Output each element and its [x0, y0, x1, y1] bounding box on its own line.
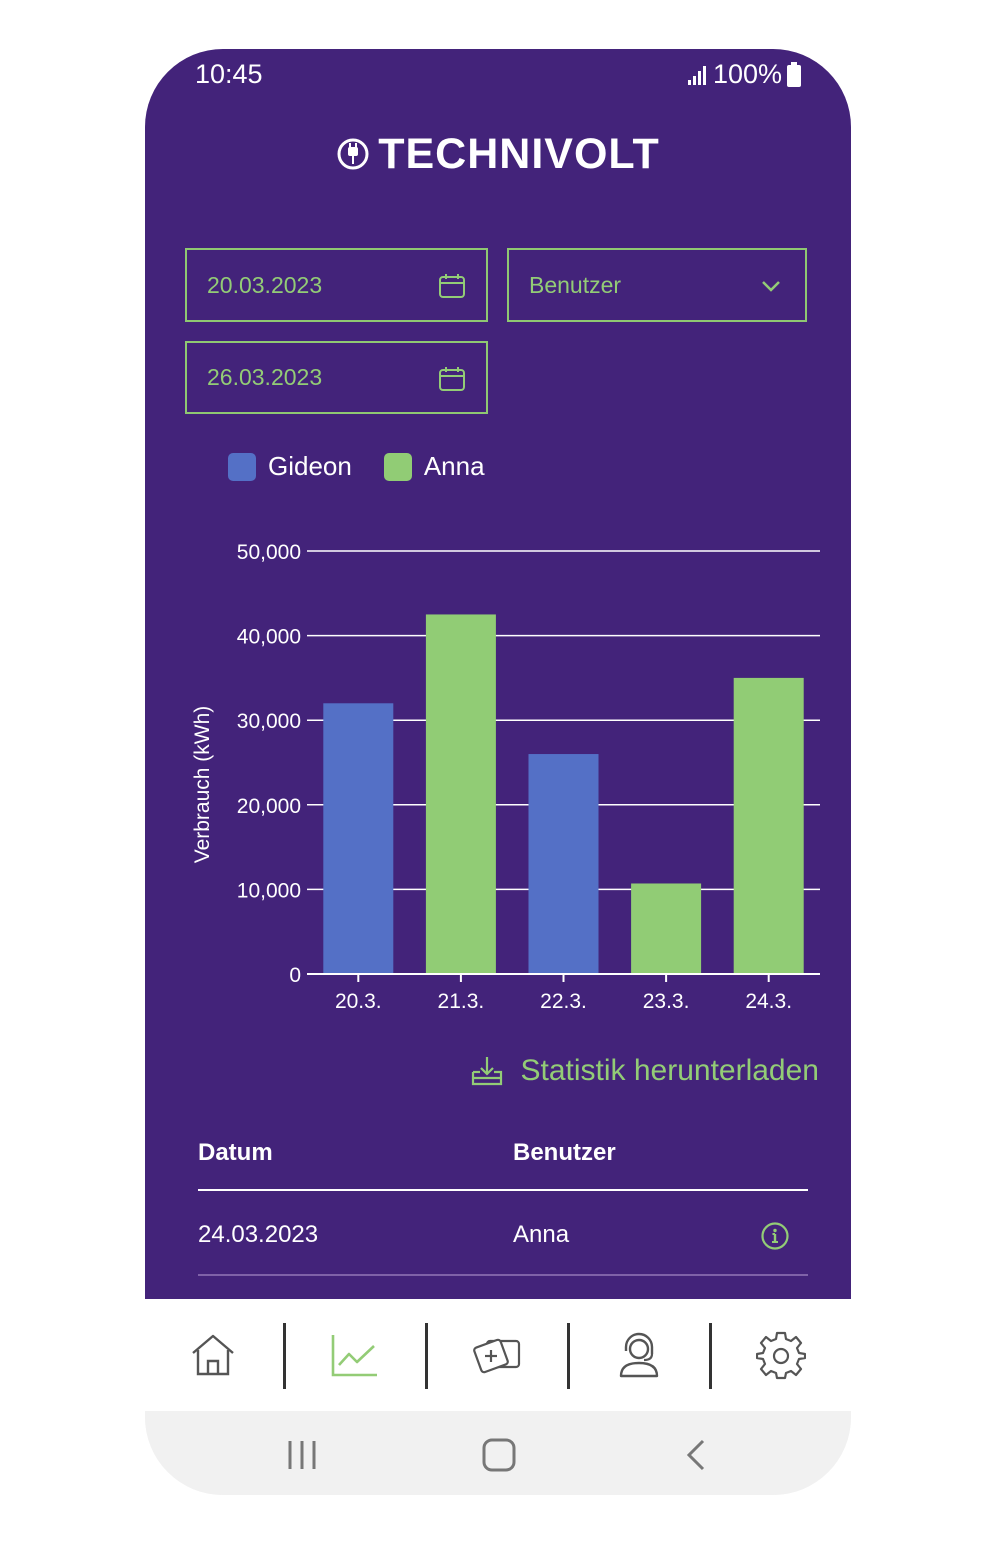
nav-separator	[567, 1323, 570, 1389]
home-button-icon[interactable]	[482, 1438, 516, 1472]
legend-label-gideon: Gideon	[268, 451, 352, 481]
x-tick-label: 23.3.	[643, 990, 690, 1013]
legend-item-anna[interactable]: Anna	[383, 451, 485, 482]
bar-anna[interactable]	[631, 883, 702, 974]
y-tick-label: 20,000	[237, 795, 301, 818]
download-icon	[472, 1057, 503, 1086]
bar-anna[interactable]	[733, 677, 804, 974]
table-cell-user: Anna	[513, 1221, 570, 1248]
bar-gideon[interactable]	[528, 754, 599, 974]
calendar-icon[interactable]	[438, 365, 466, 393]
support-icon	[619, 1332, 659, 1378]
nav-separator	[709, 1323, 712, 1389]
x-tick-label: 21.3.	[438, 990, 485, 1013]
date-to-field[interactable]: 26.03.2023	[185, 341, 488, 414]
y-tick-label: 0	[289, 964, 301, 987]
date-from-field[interactable]: 20.03.2023	[185, 248, 488, 322]
battery-percent: 100%	[712, 59, 782, 89]
status-bar: 10:45 100%	[145, 49, 851, 105]
legend-swatch-gideon	[228, 452, 256, 481]
y-tick-label: 30,000	[237, 710, 301, 733]
y-tick-label: 50,000	[237, 541, 301, 564]
system-navigation-bar	[145, 1411, 851, 1495]
chart-icon	[331, 1335, 377, 1377]
legend-label-anna: Anna	[423, 451, 485, 481]
nav-separator	[425, 1323, 428, 1389]
legend-item-gideon[interactable]: Gideon	[228, 451, 352, 482]
legend-swatch-anna	[383, 452, 412, 481]
nav-settings[interactable]	[751, 1327, 811, 1383]
status-indicators: 100%	[687, 59, 802, 90]
date-to-value: 26.03.2023	[207, 364, 323, 390]
add-card-icon	[473, 1338, 521, 1374]
settings-icon	[756, 1331, 806, 1380]
bottom-navigation	[145, 1299, 851, 1411]
download-statistics-button[interactable]: Statistik herunterladen	[470, 1054, 819, 1088]
status-time: 10:45	[195, 59, 263, 89]
table-cell-date: 24.03.2023	[198, 1221, 319, 1248]
bar-gideon[interactable]	[323, 703, 394, 974]
x-tick-label: 24.3.	[745, 990, 792, 1013]
calendar-icon[interactable]	[438, 272, 466, 300]
date-from-value: 20.03.2023	[207, 271, 323, 298]
y-tick-label: 40,000	[237, 626, 301, 649]
recent-apps-icon[interactable]	[285, 1439, 319, 1471]
table-row-divider	[198, 1274, 808, 1276]
download-label: Statistik herunterladen	[520, 1054, 819, 1087]
home-icon	[192, 1334, 234, 1376]
x-tick-label: 20.3.	[335, 990, 382, 1013]
y-axis-label: Verbrauch (kWh)	[191, 706, 214, 864]
table-header-date: Datum	[198, 1139, 273, 1166]
back-icon[interactable]	[683, 1439, 709, 1471]
x-tick-label: 22.3.	[540, 990, 587, 1013]
nav-home[interactable]	[183, 1327, 243, 1383]
nav-separator	[283, 1323, 286, 1389]
plug-icon	[337, 138, 369, 170]
brand-name: TECHNIVOLT	[378, 129, 660, 178]
table-header-user: Benutzer	[513, 1139, 616, 1166]
app-screen: 10:45 100%	[145, 49, 851, 1299]
info-icon[interactable]	[760, 1221, 790, 1251]
phone-frame: 10:45 100%	[145, 49, 851, 1495]
brand-logo: TECHNIVOLT	[145, 129, 851, 179]
chart-legend: Gideon Anna	[228, 451, 517, 482]
signal-icon	[687, 65, 706, 85]
chevron-down-icon	[762, 281, 780, 292]
bar-anna[interactable]	[425, 614, 496, 974]
table-header-divider	[198, 1189, 808, 1191]
nav-support[interactable]	[609, 1327, 669, 1383]
user-select[interactable]: Benutzer	[507, 248, 807, 322]
user-select-value: Benutzer	[529, 271, 622, 298]
battery-icon	[787, 61, 801, 87]
nav-add-card[interactable]	[467, 1327, 527, 1383]
y-tick-label: 10,000	[237, 879, 301, 902]
nav-statistics[interactable]	[325, 1327, 385, 1383]
consumption-chart: 0 10,000 20,000 30,000 40,000 50,000 Verbrauch…	[191, 541, 820, 1013]
